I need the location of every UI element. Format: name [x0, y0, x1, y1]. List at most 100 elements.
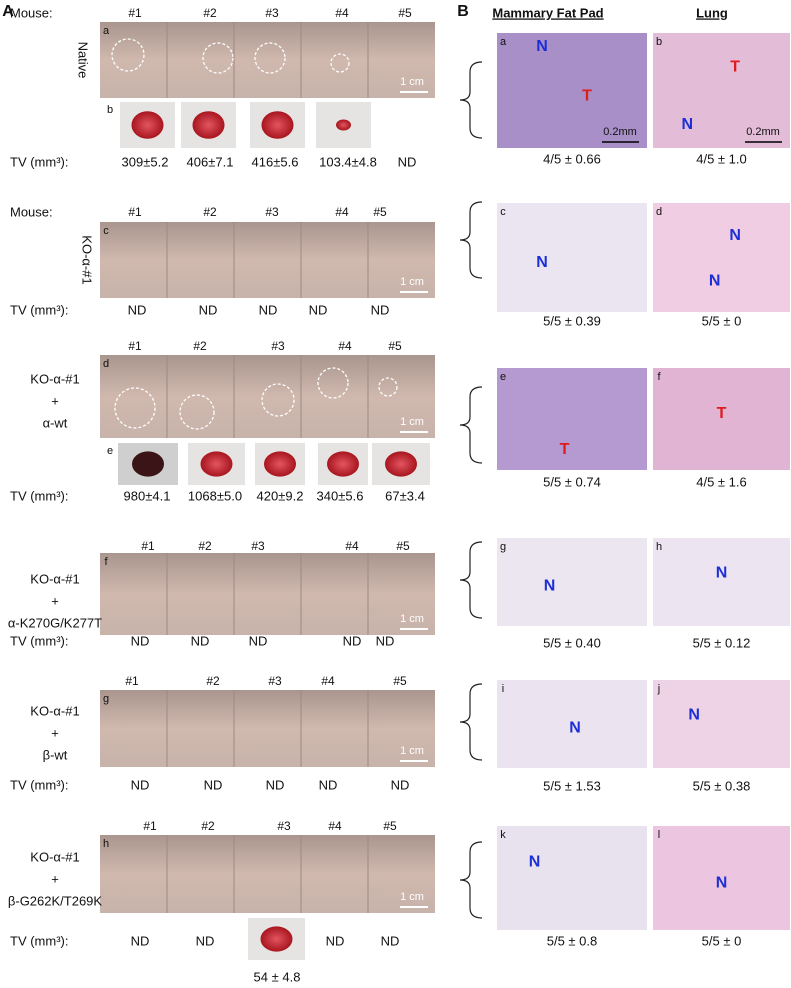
tissue-mark: T: [730, 59, 740, 76]
tumor-volume: 103.4±4.8: [319, 154, 377, 169]
tumor-volume: ND: [371, 302, 390, 317]
group-label: +: [51, 593, 59, 608]
mouse-number: #2: [206, 674, 220, 688]
tissue-mark: N: [681, 116, 693, 133]
tumor-volume: ND: [326, 933, 345, 948]
mouse-number: #1: [143, 819, 157, 833]
group-label: KO-α-#1: [30, 571, 79, 586]
score: 5/5 ± 0.74: [543, 474, 601, 489]
tissue-mark: N: [716, 874, 728, 891]
group-label: +: [51, 725, 59, 740]
tissue-mark: T: [582, 87, 592, 104]
bracket: [459, 683, 483, 761]
tv-label: TV (mm³):: [10, 154, 68, 169]
bracket: [459, 541, 483, 619]
tumor-volume: ND: [199, 302, 218, 317]
mouse-number: #5: [393, 674, 407, 688]
mouse-label: Mouse:: [10, 204, 53, 219]
tumor-volume: ND: [376, 633, 395, 648]
mouse-photo: [100, 835, 435, 913]
scale-bar-label: 1 cm: [400, 276, 424, 288]
bracket: [459, 201, 483, 279]
tissue-mark: N: [569, 720, 581, 737]
scale-bar-label: 1 cm: [400, 416, 424, 428]
photo-letter: d: [103, 358, 109, 370]
panel-label: B: [457, 3, 469, 20]
mouse-photo: [100, 355, 435, 438]
mouse-number: #5: [388, 339, 402, 353]
tumor-volume: ND: [249, 633, 268, 648]
tumor-volume: ND: [191, 633, 210, 648]
tumor-outline: [202, 42, 234, 74]
image-letter: c: [500, 206, 506, 218]
mouse-number: #5: [373, 205, 387, 219]
tumor-outline: [254, 42, 286, 74]
mouse-number: #1: [125, 674, 139, 688]
tumor-volume: 67±3.4: [385, 488, 425, 503]
tissue-mark: N: [716, 564, 728, 581]
mouse-number: #4: [338, 339, 352, 353]
tumor-volume: 406±7.1: [187, 154, 234, 169]
tumor-outline: [330, 53, 350, 73]
tumor-outline: [111, 38, 145, 72]
tumor-volume: 309±5.2: [122, 154, 169, 169]
mouse-number: #3: [251, 539, 265, 553]
tissue-mark: N: [709, 273, 721, 290]
histology-image: [497, 368, 647, 470]
tumor: [200, 451, 233, 477]
tumor-outline: [317, 367, 349, 399]
tissue-mark: N: [529, 854, 541, 871]
column-header: Mammary Fat Pad: [492, 5, 603, 20]
histology-image: [653, 368, 790, 470]
mouse-number: #3: [268, 674, 282, 688]
mouse-number: #4: [335, 6, 349, 20]
mouse-number: #2: [203, 6, 217, 20]
mouse-number: #1: [128, 6, 142, 20]
image-letter: b: [656, 36, 662, 48]
image-letter: j: [657, 683, 660, 695]
tumor-volume: 1068±5.0: [188, 488, 242, 503]
histology-image: [497, 203, 647, 312]
image-letter: g: [500, 541, 506, 553]
tumor-outline: [261, 383, 295, 417]
image-letter: a: [500, 36, 507, 48]
mouse-number: #3: [277, 819, 291, 833]
tumor: [336, 119, 351, 131]
tumor-volume: 980±4.1: [124, 488, 171, 503]
tv-label: TV (mm³):: [10, 777, 68, 792]
mouse-number: #3: [265, 6, 279, 20]
histology-image: [653, 826, 790, 930]
image-letter: l: [658, 829, 660, 841]
group-label: +: [51, 871, 59, 886]
histology-image: [653, 680, 790, 768]
mouse-photo: [100, 690, 435, 767]
tumor-volume: 54 ± 4.8: [254, 969, 301, 984]
image-letter: h: [656, 541, 662, 553]
mouse-number: #1: [128, 339, 142, 353]
tissue-mark: T: [560, 441, 570, 458]
group-label: KO-α-#1: [30, 849, 79, 864]
group-label: β-wt: [43, 747, 68, 762]
bracket: [459, 841, 483, 919]
tumor: [264, 451, 296, 477]
tumor-volume: ND: [266, 777, 285, 792]
tumor-volume: ND: [391, 777, 410, 792]
scale-bar-label: 1 cm: [400, 745, 424, 757]
scale-bar-label: 0.2mm: [746, 126, 780, 138]
tumor: [192, 111, 225, 139]
photo-letter: e: [107, 445, 113, 457]
tumor: [385, 451, 417, 477]
tumor-volume: 420±9.2: [257, 488, 304, 503]
tv-label: TV (mm³):: [10, 633, 68, 648]
group-label: Native: [76, 42, 91, 79]
tumor: [132, 451, 164, 477]
mouse-number: #5: [396, 539, 410, 553]
histology-image: [497, 680, 647, 768]
tissue-mark: N: [688, 706, 700, 723]
tissue-mark: N: [544, 578, 556, 595]
group-label: α-K270G/K277T: [8, 615, 102, 630]
bracket: [459, 61, 483, 139]
tissue-mark: N: [536, 38, 548, 55]
group-label: KO-α-#1: [30, 703, 79, 718]
